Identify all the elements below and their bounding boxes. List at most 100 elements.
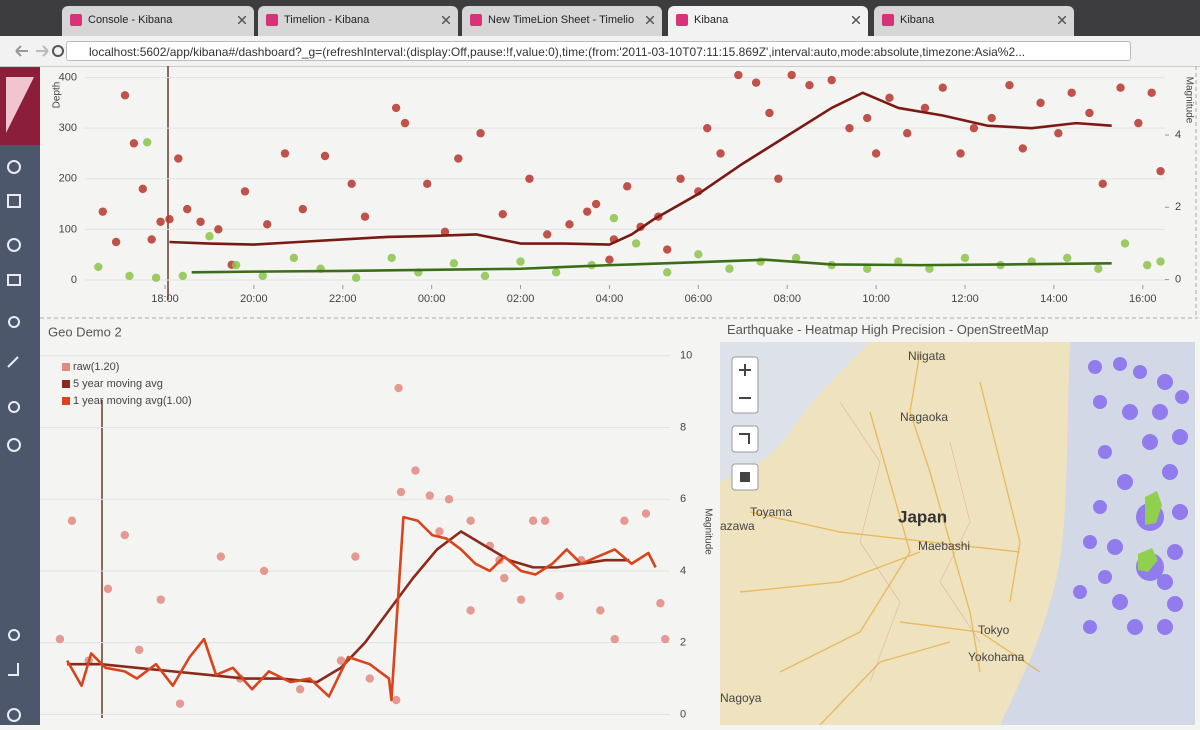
tab[interactable]: Console - Kibana [62, 6, 254, 36]
point [591, 199, 601, 209]
x-tick-label: 04:00 [596, 293, 624, 305]
y-axis-title: Depth [52, 82, 63, 109]
point [925, 264, 934, 273]
point [894, 257, 903, 266]
sidebar-icons [0, 67, 40, 722]
point [125, 271, 134, 281]
x-tick-label: 10:00 [862, 293, 890, 305]
borders [839, 401, 981, 683]
point [214, 225, 223, 234]
point [120, 530, 129, 540]
point [1120, 239, 1130, 248]
point [67, 516, 77, 525]
map[interactable]: Niigata Nagaoka Toyama azawa Japan Maeba… [720, 342, 1195, 725]
point [656, 599, 665, 608]
sidebar [0, 67, 40, 725]
point [623, 182, 632, 191]
point [196, 217, 205, 226]
point [1094, 264, 1103, 273]
point [540, 516, 550, 525]
point [387, 253, 396, 263]
point [551, 268, 561, 277]
point [178, 271, 187, 281]
legend-label: 5 year moving avg [73, 378, 163, 390]
point [716, 149, 725, 158]
y-tick-label: 8 [680, 421, 686, 433]
tab[interactable]: Kibana [874, 6, 1074, 36]
point [938, 83, 947, 92]
point [694, 250, 703, 259]
point [863, 113, 872, 123]
point [240, 187, 250, 196]
point [765, 108, 774, 118]
point [1156, 166, 1165, 176]
point [956, 149, 965, 158]
tab[interactable]: Kibana [668, 6, 868, 36]
point [903, 129, 912, 138]
legend-swatch [62, 380, 70, 388]
nav-buttons[interactable] [4, 36, 64, 66]
point [360, 212, 370, 221]
point [444, 495, 454, 504]
zoom-controls[interactable] [731, 356, 759, 491]
tab-title: Console - Kibana [88, 14, 173, 26]
point [454, 154, 463, 163]
point [871, 149, 881, 158]
tab-title: Kibana [694, 14, 729, 26]
point [663, 245, 672, 254]
point [466, 516, 475, 525]
point [111, 237, 121, 247]
point [620, 516, 629, 525]
point [960, 253, 970, 263]
point [320, 151, 330, 161]
point [391, 695, 401, 705]
point [55, 634, 65, 644]
point [391, 103, 401, 113]
point [98, 207, 107, 216]
point [565, 220, 574, 229]
legend-label: 1 year moving avg(1.00) [73, 395, 192, 407]
point [1063, 253, 1072, 263]
point [411, 466, 420, 475]
point [920, 103, 930, 113]
point [1036, 98, 1045, 108]
point [1116, 83, 1125, 92]
point [120, 91, 130, 100]
url-field[interactable]: localhost:5602/app/kibana#/dashboard?_g=… [66, 41, 1131, 61]
heatmap-hotspot [1145, 491, 1162, 525]
address-bar: localhost:5602/app/kibana#/dashboard?_g=… [0, 36, 1200, 67]
x-tick-label: 06:00 [685, 293, 713, 305]
y2-axis-title: Magnitude [1183, 77, 1194, 124]
point [583, 207, 592, 216]
point [703, 123, 712, 133]
point [751, 78, 761, 87]
legend-label: raw(1.20) [73, 361, 119, 373]
url-text: localhost:5602/app/kibana#/dashboard?_g=… [89, 45, 1026, 59]
point [336, 656, 346, 665]
y-tick-label: 6 [680, 493, 686, 505]
map-label: Niigata [908, 349, 946, 363]
point [987, 113, 996, 123]
point [259, 566, 269, 576]
point [1005, 80, 1014, 90]
point [774, 174, 783, 183]
point [555, 591, 564, 601]
point [394, 383, 403, 393]
point [787, 70, 796, 80]
point [156, 595, 166, 604]
map-label: Yokohama [968, 650, 1025, 664]
y-tick-label: 200 [59, 173, 77, 185]
point [435, 527, 444, 536]
tab[interactable]: New TimeLion Sheet - Timelio [462, 6, 662, 36]
point [610, 634, 619, 644]
point [543, 230, 552, 239]
x-tick-label: 16:00 [1129, 293, 1157, 305]
map-label: Toyama [750, 505, 792, 519]
point [500, 573, 509, 583]
point [351, 273, 361, 282]
tab[interactable]: Timelion - Kibana [258, 6, 458, 36]
point [1067, 88, 1076, 97]
point [845, 123, 854, 133]
point [183, 204, 192, 214]
line [66, 515, 657, 702]
